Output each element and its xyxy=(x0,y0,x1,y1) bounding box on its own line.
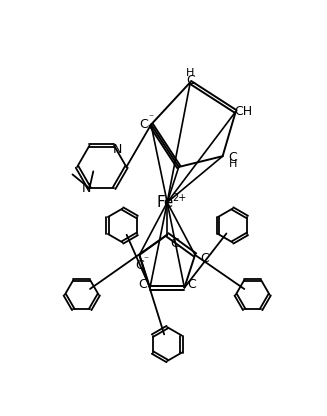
Text: H: H xyxy=(186,68,195,78)
Text: C: C xyxy=(186,74,195,87)
Text: ⁻: ⁻ xyxy=(143,255,148,265)
Text: H: H xyxy=(229,159,237,169)
Text: C: C xyxy=(170,238,179,250)
Text: N: N xyxy=(82,182,91,195)
Text: C: C xyxy=(188,278,197,291)
Text: N: N xyxy=(113,143,123,156)
Text: 2+: 2+ xyxy=(172,193,187,203)
Text: C: C xyxy=(228,151,237,164)
Text: C: C xyxy=(135,259,144,272)
Text: CH: CH xyxy=(234,105,252,118)
Text: C: C xyxy=(140,118,148,131)
Text: ⁻: ⁻ xyxy=(148,114,154,124)
Text: Fe: Fe xyxy=(157,195,174,210)
Text: C: C xyxy=(200,252,209,265)
Text: C: C xyxy=(138,278,147,291)
